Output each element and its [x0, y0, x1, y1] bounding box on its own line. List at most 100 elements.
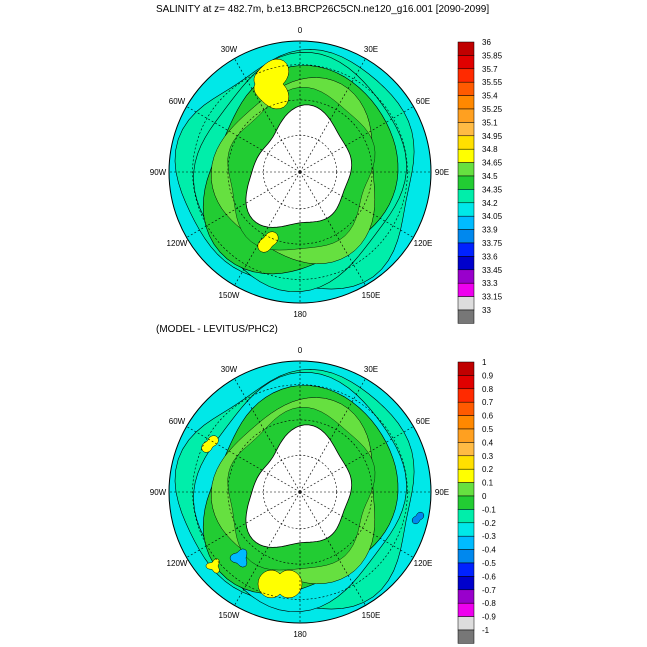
- lon-label: 120E: [414, 239, 433, 248]
- colorbar-tick-label: -0.5: [482, 559, 496, 568]
- graticule-meridian: [234, 491, 301, 606]
- field-patch: [257, 231, 279, 253]
- colorbar-swatch: [457, 549, 475, 564]
- field-patch: [411, 511, 425, 525]
- map-boundary: [168, 40, 432, 304]
- colorbar-swatch: [457, 135, 475, 150]
- salinity-map-panel: 0 30E 60E 90E 120E 150E 180 150W 120W 90W 60W 30W 36…: [150, 26, 503, 324]
- colorbar-tick-label: 0.1: [482, 479, 494, 488]
- colorbar-swatch: [457, 282, 475, 297]
- lon-label: 30W: [221, 365, 238, 374]
- colorbar-tick-label: 33.9: [482, 226, 498, 235]
- colorbar-tick-label: 33: [482, 306, 491, 315]
- colorbar-tick-label: 0.6: [482, 412, 494, 421]
- graticule-meridian: [234, 378, 301, 493]
- lon-label: 120W: [167, 239, 188, 248]
- colorbar-tick-label: 33.15: [482, 293, 503, 302]
- colorbar-tick-label: -0.1: [482, 505, 496, 514]
- lon-label: 60E: [416, 97, 430, 106]
- colorbar-swatch: [457, 68, 475, 83]
- colorbar-swatch: [457, 401, 475, 416]
- lon-label: 30E: [364, 365, 378, 374]
- colorbar-tick-label: 0.4: [482, 438, 494, 447]
- colorbar-tick-label: 34.8: [482, 145, 498, 154]
- colorbar-swatch: [457, 602, 475, 617]
- colorbar-swatch: [457, 189, 475, 204]
- colorbar-swatch: [457, 162, 475, 177]
- difference-map-panel: 0 30E 60E 90E 120E 150E 180 150W 120W 90W 60W 30W 1 0…: [150, 346, 496, 644]
- colorbar-swatch: [457, 215, 475, 230]
- lon-label: 180: [293, 630, 307, 639]
- map-boundary: [168, 360, 432, 624]
- colorbar-tick-label: 34.95: [482, 132, 503, 141]
- colorbar-tick-label: 34.65: [482, 159, 503, 168]
- colorbar-tick-label: 0.9: [482, 371, 494, 380]
- colorbar-tick-label: 33.75: [482, 239, 503, 248]
- colorbar-tick-label: -0.2: [482, 519, 496, 528]
- colorbar-swatch: [457, 55, 475, 70]
- colorbar-swatch: [457, 482, 475, 497]
- field-patch: [229, 548, 248, 568]
- colorbar-tick-label: -1: [482, 626, 490, 635]
- colorbar-swatch: [457, 428, 475, 443]
- lon-label: 0: [298, 26, 303, 35]
- graticule-meridian: [299, 58, 366, 173]
- lon-label: 180: [293, 310, 307, 319]
- colorbar: 36 35.85 35.7 35.55 35.4 35.25 35.1 34.95 34.8 34…: [457, 38, 503, 324]
- colorbar-swatch: [457, 81, 475, 96]
- colorbar-swatch: [457, 388, 475, 403]
- field-patch: [257, 569, 303, 599]
- lon-label: 150W: [219, 291, 240, 300]
- colorbar-tick-label: 34.5: [482, 172, 498, 181]
- colorbar-tick-label: -0.4: [482, 546, 496, 555]
- colorbar-tick-label: -0.9: [482, 613, 496, 622]
- colorbar-swatch: [457, 256, 475, 271]
- colorbar-tick-label: 0.7: [482, 398, 494, 407]
- colorbar-swatch: [457, 95, 475, 110]
- colorbar-swatch: [457, 562, 475, 577]
- graticule-meridian: [186, 171, 301, 238]
- colorbar-tick-label: -0.3: [482, 532, 496, 541]
- graticule-meridian: [299, 491, 414, 558]
- colorbar-tick-label: 0: [482, 492, 487, 501]
- field-patch: [253, 58, 290, 110]
- lon-label: 30E: [364, 45, 378, 54]
- colorbar-tick-label: -0.7: [482, 586, 496, 595]
- lon-label: 150W: [219, 611, 240, 620]
- lon-label: 120E: [414, 559, 433, 568]
- colorbar-tick-label: 33.3: [482, 279, 498, 288]
- colorbar-swatch: [457, 535, 475, 550]
- colorbar-swatch: [457, 375, 475, 390]
- colorbar-swatch: [457, 629, 475, 644]
- colorbar-tick-label: 0.8: [482, 385, 494, 394]
- colorbar-swatch: [457, 361, 475, 376]
- lon-label: 0: [298, 346, 303, 355]
- colorbar-tick-label: 33.6: [482, 252, 498, 261]
- colorbar-tick-label: 0.2: [482, 465, 494, 474]
- graticule-meridian: [299, 426, 414, 493]
- lon-label: 90W: [150, 168, 167, 177]
- colorbar-swatch: [457, 415, 475, 430]
- colorbar-swatch: [457, 296, 475, 311]
- field-patch: [205, 558, 220, 574]
- colorbar-tick-label: -0.6: [482, 572, 496, 581]
- colorbar-swatch: [457, 202, 475, 217]
- colorbar-tick-label: 35.85: [482, 51, 503, 60]
- graticule-meridian: [186, 491, 301, 558]
- field-patch: [201, 435, 219, 453]
- graticule-meridian: [299, 378, 366, 493]
- lon-label: 30W: [221, 45, 238, 54]
- graticule-parallel: [192, 64, 408, 280]
- colorbar-swatch: [457, 269, 475, 284]
- colorbar-tick-label: 1: [482, 358, 487, 367]
- graticule-meridian: [234, 58, 301, 173]
- colorbar-swatch: [457, 495, 475, 510]
- graticule-meridian: [186, 106, 301, 173]
- colorbar-swatch: [457, 455, 475, 470]
- colorbar-swatch: [457, 576, 475, 591]
- lon-label: 120W: [167, 559, 188, 568]
- colorbar-tick-label: -0.8: [482, 599, 496, 608]
- colorbar-tick-label: 35.1: [482, 118, 498, 127]
- lon-label: 150E: [362, 291, 381, 300]
